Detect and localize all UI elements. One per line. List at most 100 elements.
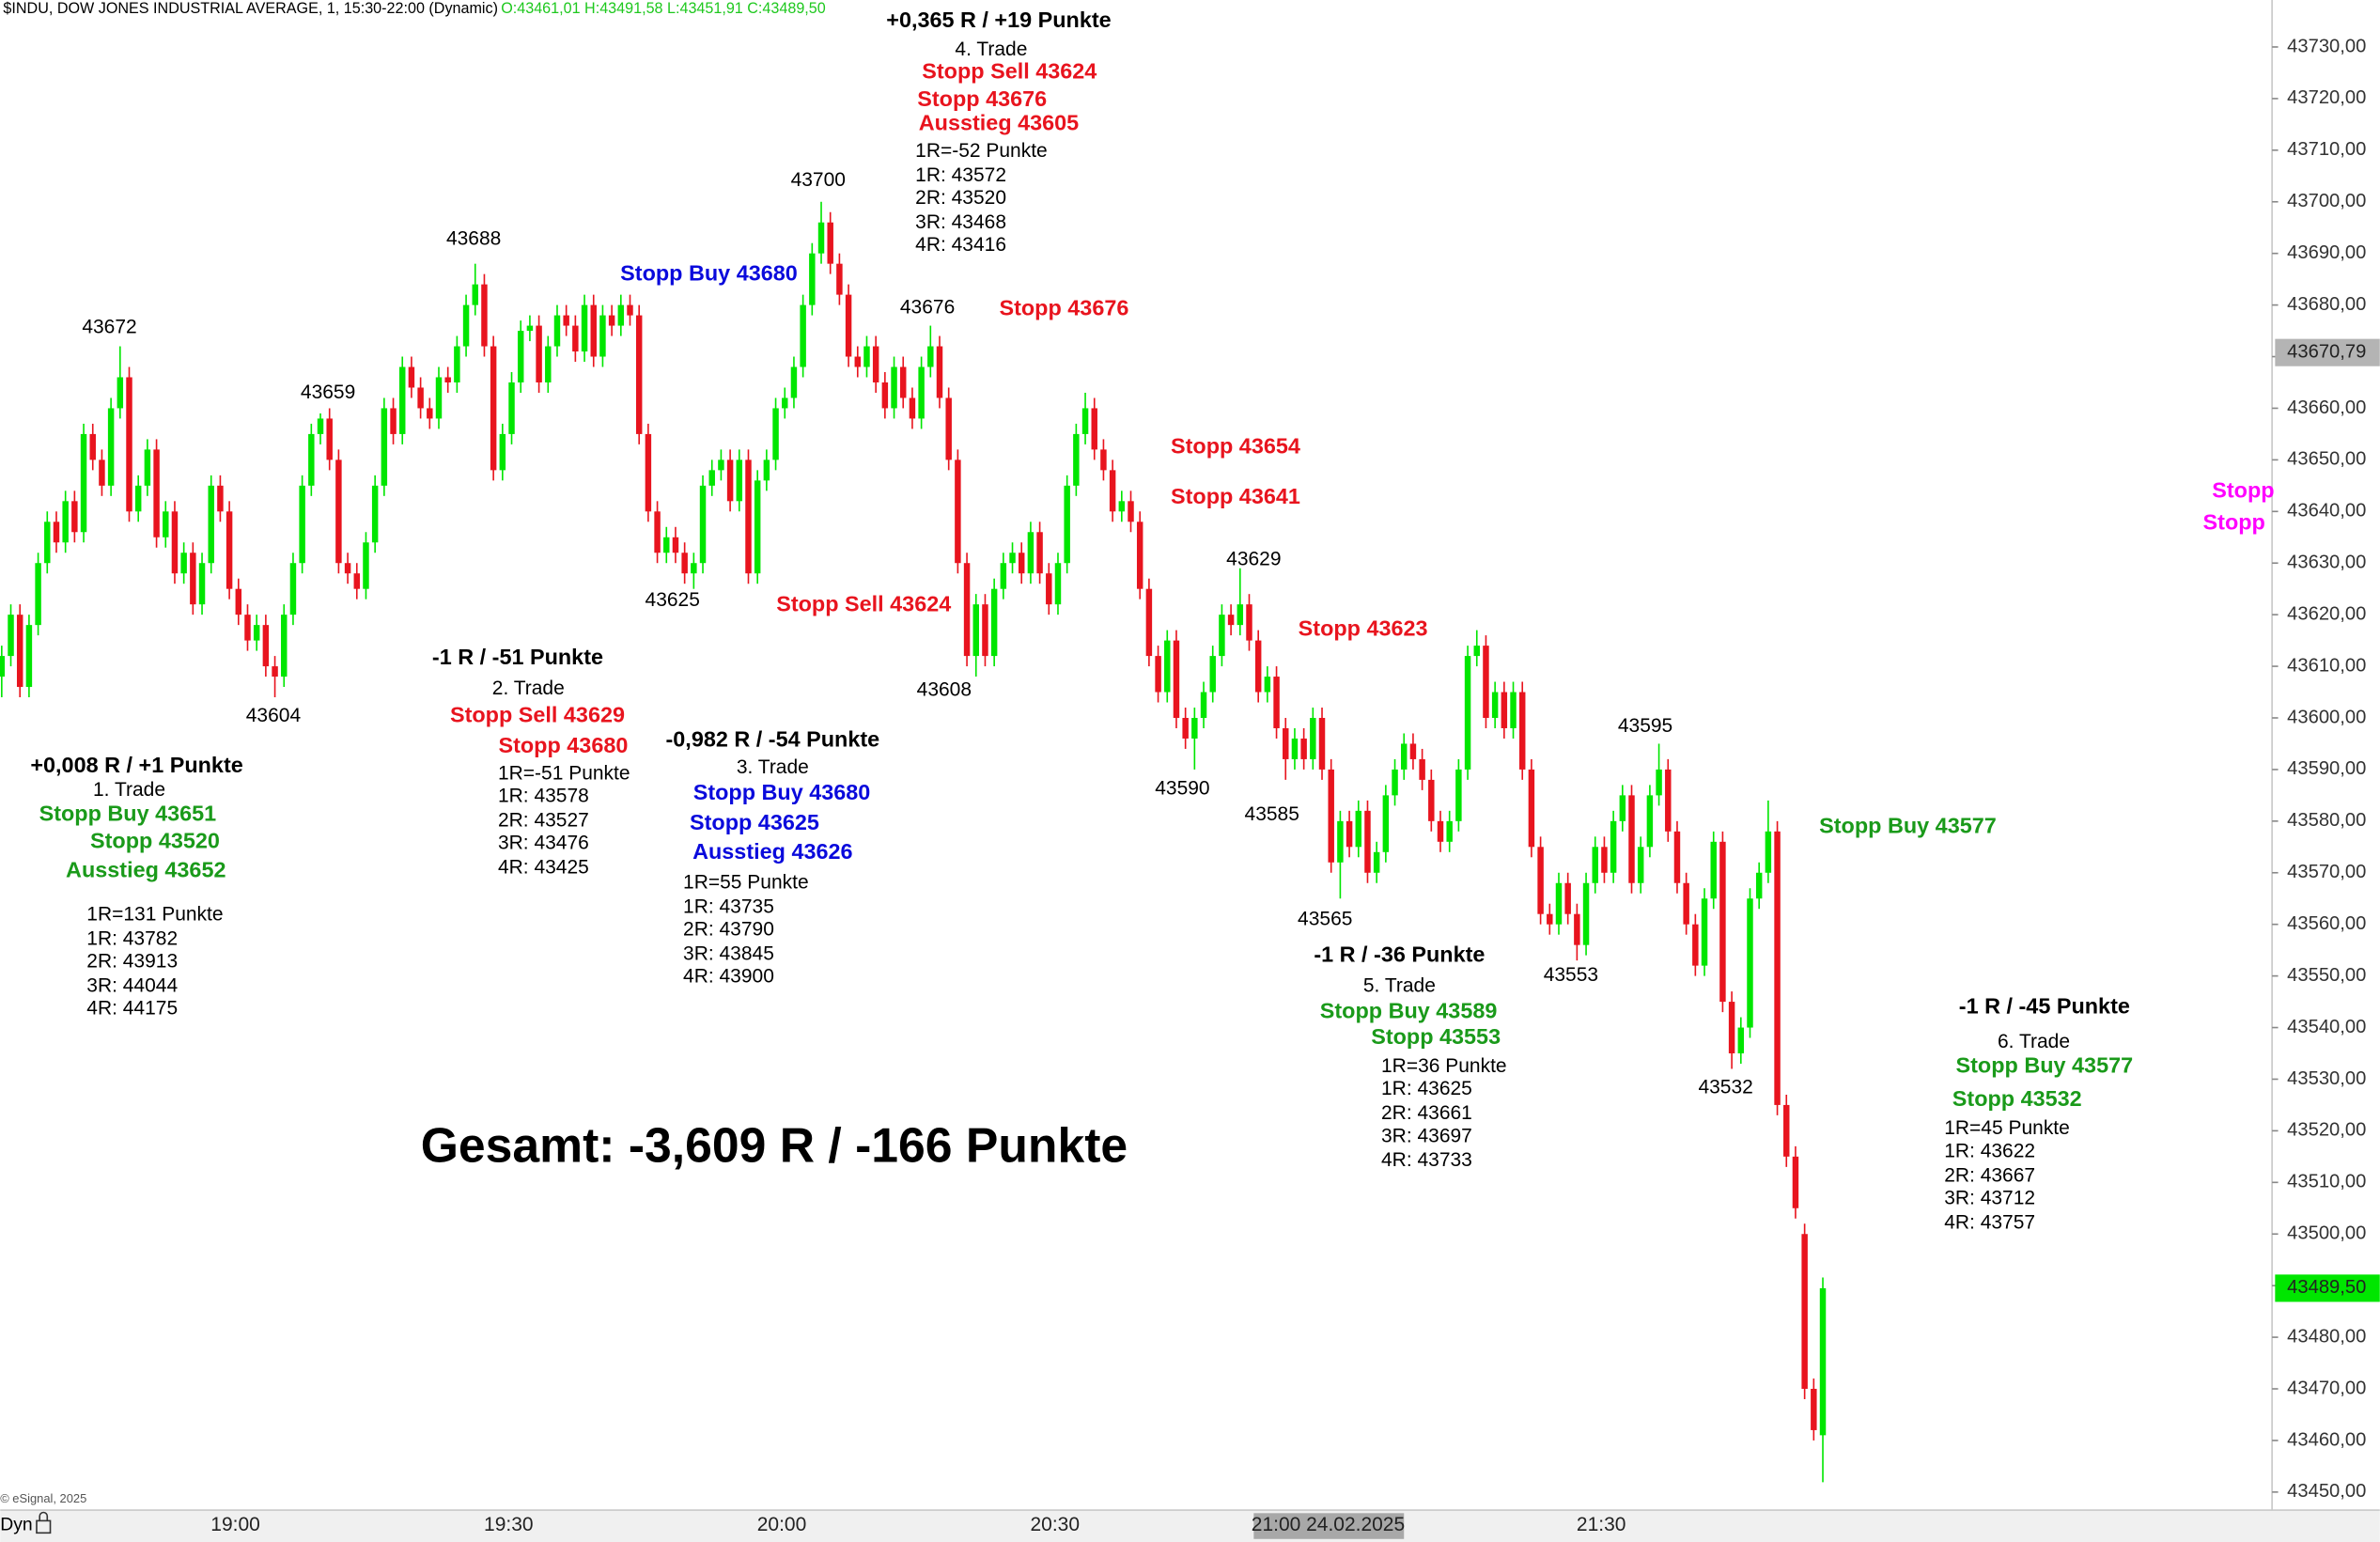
candle-body [672,537,679,553]
candle-body [745,459,752,574]
mode-label: Dyn [0,1514,32,1534]
y-tick-label: 43690,00 [2287,242,2366,263]
candle-body [1656,769,1662,796]
annotation: 4R: 43733 [1381,1149,1472,1171]
x-tick-label: 20:30 [1030,1514,1080,1535]
candle-body [782,397,788,409]
candle-body [1291,738,1299,759]
candle-body [508,382,515,434]
candle-body [1501,692,1508,728]
candle-body [581,304,588,352]
y-tick-label: 43570,00 [2287,862,2366,882]
candle-body [1819,1287,1827,1436]
candle-body [1601,847,1608,873]
candle-body [472,284,478,305]
candle-body [335,459,342,564]
candle-body [891,366,897,409]
candle-body [1109,470,1116,512]
candle-body [1547,913,1553,925]
candle-body [1283,727,1289,759]
annotation: 3R: 44044 [86,974,178,996]
candle-body [262,625,270,667]
y-tick-label: 43470,00 [2287,1378,2366,1398]
y-tick-label: 43590,00 [2287,758,2366,779]
x-tick-label: 19:30 [484,1514,534,1535]
candle-body [654,511,661,553]
annotation: Ausstieg 43605 [919,111,1079,135]
candle-body [462,304,470,347]
candle-body [198,563,206,605]
swing-label: 43672 [82,316,136,337]
price-marker [2275,338,2380,366]
candle-body [918,366,925,419]
candle-body [1747,898,1753,1028]
swing-label: 43608 [917,678,972,700]
candle-body [1182,717,1189,739]
candle-body [1300,738,1307,759]
candle-body [80,433,87,533]
candle-body [399,366,406,434]
candle-body [872,346,879,382]
annotation: Stopp 43641 [1171,484,1300,508]
candle-body [208,485,214,564]
candle-body [1555,882,1563,925]
chart-title: $INDU, DOW JONES INDUSTRIAL AVERAGE, 1, … [3,0,498,17]
annotation: 1R: 43735 [683,896,774,917]
candle-body [1036,532,1043,574]
annotation: 1R=131 Punkte [86,903,223,925]
candle-body [1710,841,1717,899]
candle-body [1792,1156,1799,1208]
candle-body [1364,810,1371,873]
annotation: -1 R / -45 Punkte [1959,994,2130,1019]
candle-body [517,331,524,382]
y-tick-label: 43610,00 [2287,655,2366,676]
y-tick-label: 43720,00 [2287,87,2366,108]
swing-label: 43585 [1245,803,1299,825]
candle-body [1528,769,1535,848]
candle-body [281,615,288,678]
annotation: -0,982 R / -54 Punkte [666,726,880,751]
annotation: Stopp Sell 43624 [922,59,1097,84]
candle-body [1246,604,1252,641]
candle-body [1145,588,1153,657]
candle-body [936,346,943,398]
candle-body [1209,656,1216,693]
x-tick-label: 20:00 [757,1514,807,1535]
candle-body [617,304,625,326]
candle-body [1673,831,1681,883]
candle-body [1491,692,1499,718]
annotation: 1R: 43578 [498,786,589,807]
candle-body [1073,433,1080,486]
annotation: Ausstieg 43626 [692,839,852,864]
candle-body [1227,615,1235,626]
y-tick-label: 43630,00 [2287,553,2366,573]
candle-body [244,615,251,641]
candle-body [1592,847,1598,883]
annotation: 1R: 43622 [1944,1140,2035,1161]
y-tick-label: 43480,00 [2287,1326,2366,1347]
candle-body [955,459,961,564]
candle-body [1619,795,1626,821]
annotation: 4R: 43757 [1944,1211,2035,1233]
candle-body [800,304,806,367]
candle-body [900,366,907,398]
candle-body [963,563,971,657]
candle-body [536,325,542,382]
candle-body [772,408,779,460]
annotation: Stopp Buy 43680 [693,780,871,804]
y-tick-label: 43640,00 [2287,501,2366,522]
candle-body [736,459,743,502]
annotation: 1R=-51 Punkte [498,762,630,784]
swing-label: 43625 [646,589,700,611]
candle-body [563,315,569,326]
annotation: 1R: 43782 [86,927,178,949]
candle-body [481,284,488,347]
candle-body [691,563,697,574]
candle-body [1728,1002,1735,1054]
annotation: 1R: 43625 [1381,1078,1472,1099]
annotation: 2R: 43790 [683,919,774,941]
candle-body [972,604,979,657]
candle-body [381,408,388,486]
candle-body [681,553,688,574]
